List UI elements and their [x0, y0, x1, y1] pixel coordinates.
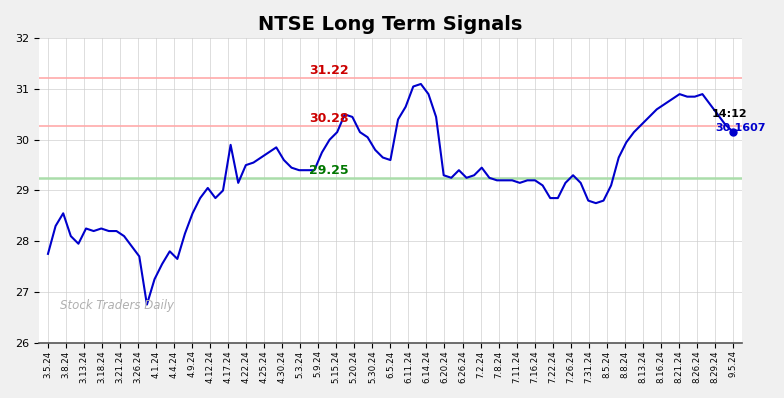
- Text: 31.22: 31.22: [310, 64, 349, 77]
- Text: 14:12: 14:12: [711, 109, 747, 119]
- Text: 30.28: 30.28: [310, 111, 349, 125]
- Text: 29.25: 29.25: [310, 164, 349, 177]
- Text: 30.1607: 30.1607: [715, 123, 765, 133]
- Title: NTSE Long Term Signals: NTSE Long Term Signals: [258, 15, 523, 34]
- Text: Stock Traders Daily: Stock Traders Daily: [60, 299, 174, 312]
